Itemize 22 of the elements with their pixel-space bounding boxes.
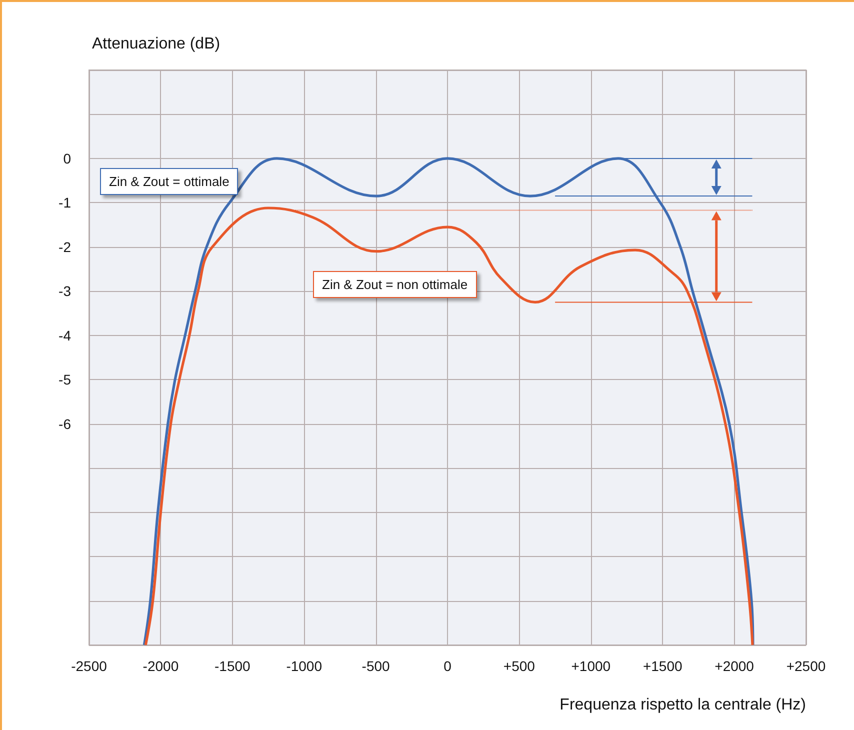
x-tick-label: -1500 — [214, 658, 251, 674]
x-tick-label: +2500 — [786, 658, 826, 674]
x-tick-label: 0 — [444, 658, 452, 674]
x-tick-label: -1000 — [286, 658, 322, 674]
x-tick-label: -500 — [362, 658, 390, 674]
y-tick-label: -1 — [58, 194, 72, 211]
annotation: Zin & Zout = non ottimale — [313, 271, 477, 298]
x-tick-label: -2000 — [142, 658, 179, 674]
x-tick-label: +500 — [503, 658, 536, 674]
y-tick-label: -6 — [58, 416, 72, 432]
y-tick-label: -2 — [58, 238, 72, 255]
y-tick-label: -5 — [58, 372, 72, 388]
x-tick-label: +2000 — [714, 658, 754, 674]
y-tick-label: -4 — [58, 327, 72, 344]
x-tick-label: +1500 — [642, 658, 682, 674]
y-tick-label: 0 — [63, 150, 72, 166]
x-tick-label: -2500 — [71, 658, 108, 674]
y-tick-label: -3 — [58, 283, 72, 300]
y-axis-title: Attenuazione (dB) — [92, 36, 220, 52]
x-axis-title: Frequenza rispetto la centrale (Hz) — [560, 696, 806, 714]
x-tick-label: +1000 — [571, 658, 611, 674]
annotation: Zin & Zout = ottimale — [100, 168, 238, 195]
